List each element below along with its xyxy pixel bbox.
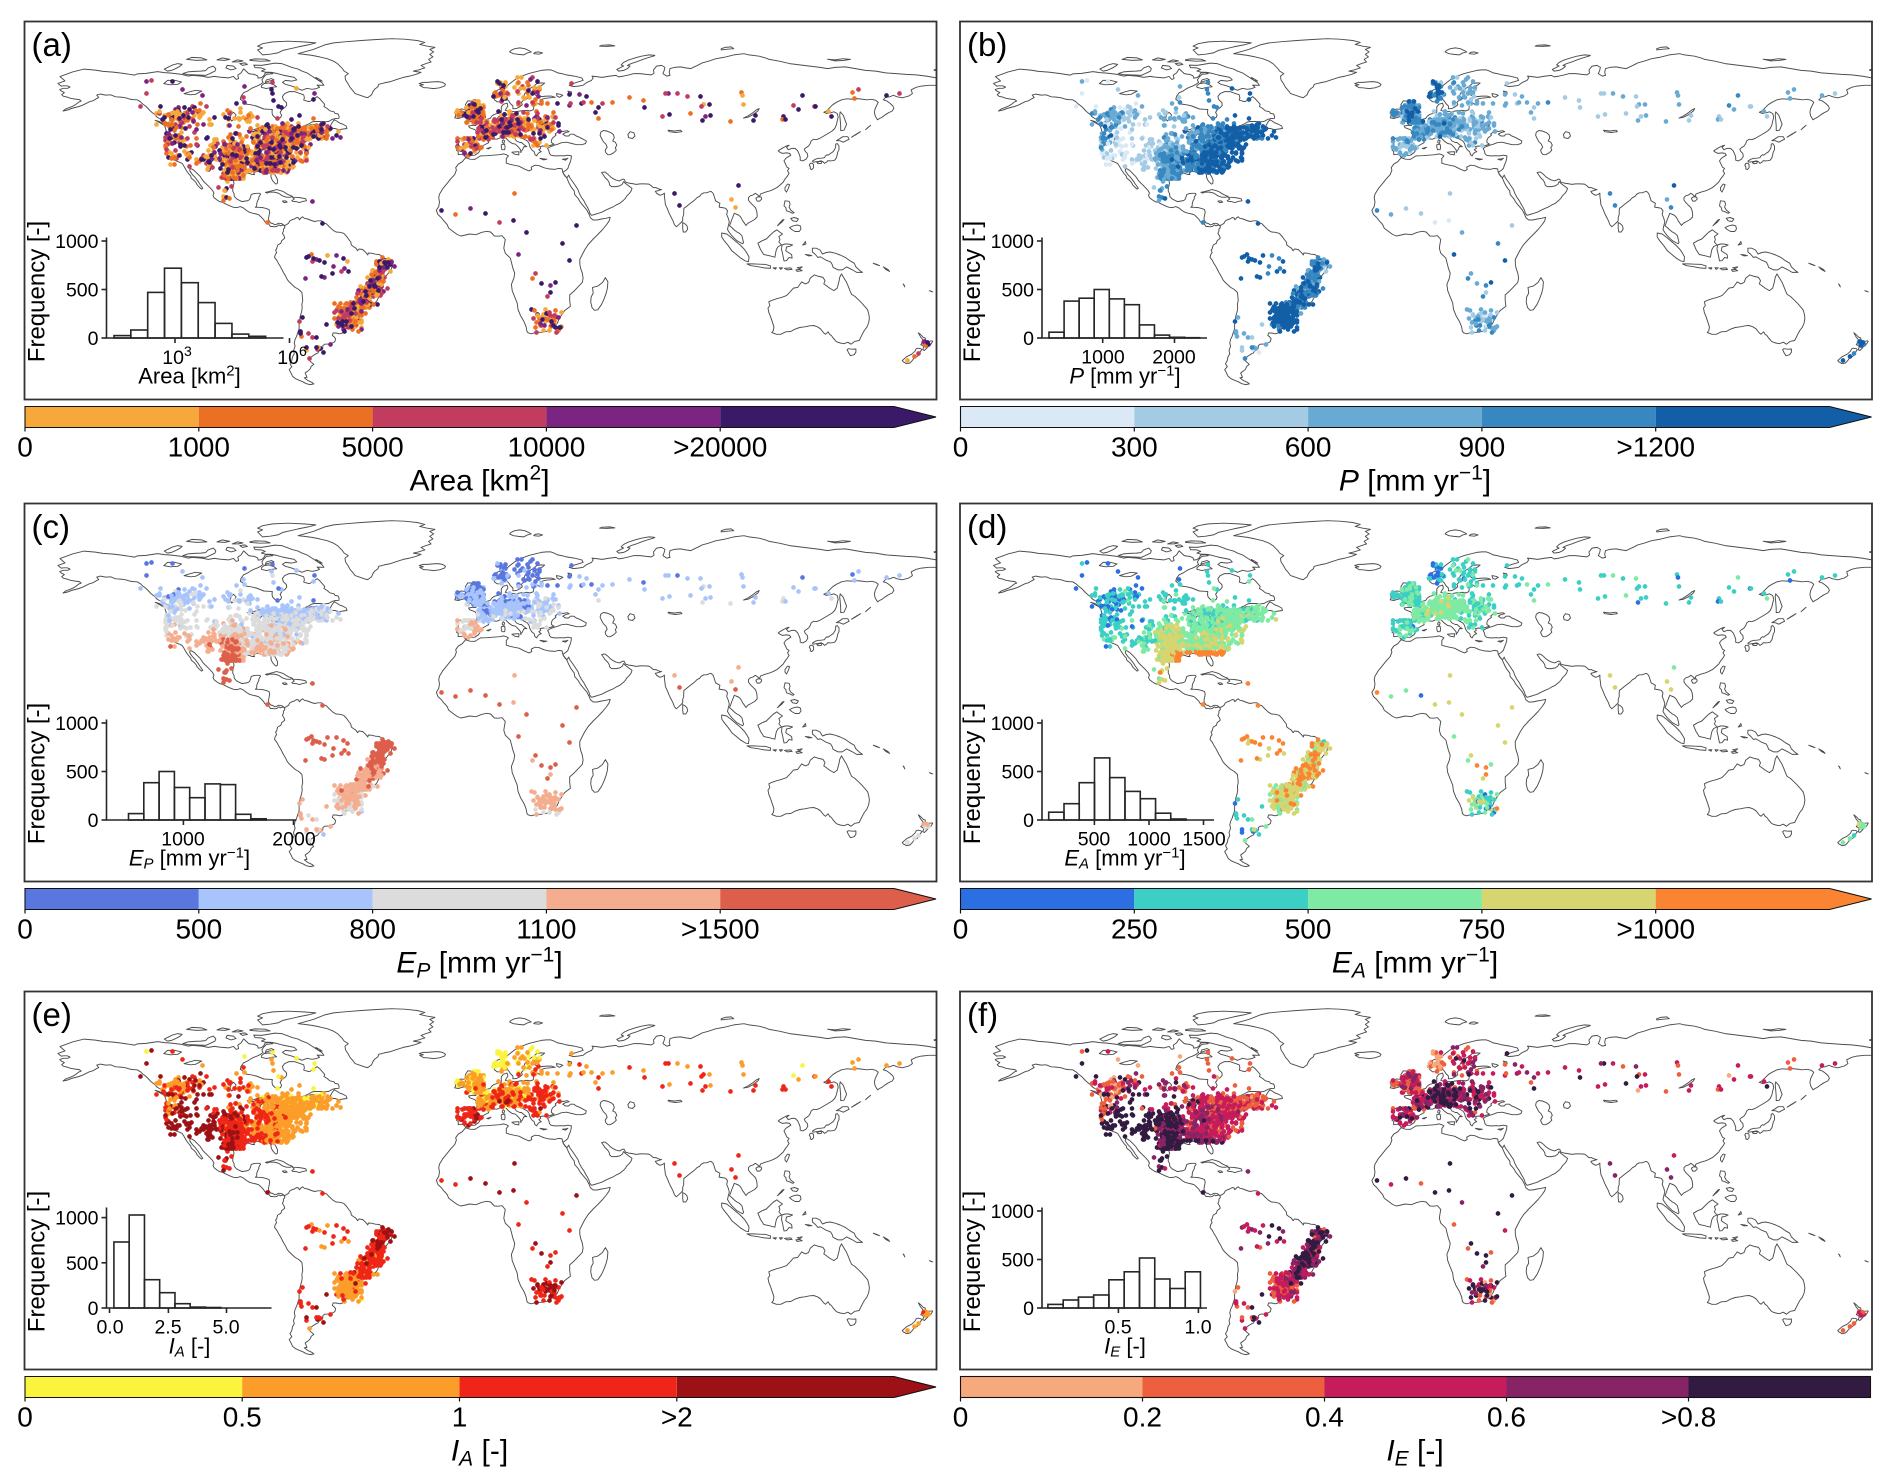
svg-text:(a): (a) [32, 26, 72, 63]
svg-text:10000: 10000 [507, 432, 585, 463]
svg-text:(e): (e) [32, 996, 72, 1033]
svg-text:0: 0 [1023, 810, 1034, 832]
svg-text:1000: 1000 [55, 231, 99, 253]
svg-text:>1500: >1500 [681, 914, 760, 945]
svg-text:500: 500 [1001, 762, 1034, 784]
svg-text:Frequency [-]: Frequency [-] [24, 703, 51, 844]
svg-text:0: 0 [1023, 1298, 1034, 1320]
svg-text:1100: 1100 [516, 914, 576, 945]
svg-text:Frequency [-]: Frequency [-] [24, 1191, 51, 1332]
svg-text:Frequency [-]: Frequency [-] [959, 703, 986, 844]
svg-text:Frequency [-]: Frequency [-] [24, 221, 51, 362]
svg-text:500: 500 [1001, 1250, 1034, 1272]
svg-text:500: 500 [66, 280, 99, 302]
svg-text:0.2: 0.2 [1123, 1402, 1162, 1433]
svg-text:>0.8: >0.8 [1661, 1402, 1716, 1433]
svg-text:250: 250 [1111, 914, 1158, 945]
svg-text:0: 0 [953, 1402, 969, 1433]
svg-text:0.4: 0.4 [1305, 1402, 1344, 1433]
svg-text:0: 0 [17, 1402, 33, 1433]
svg-text:300: 300 [1111, 432, 1158, 463]
svg-text:5000: 5000 [341, 432, 403, 463]
svg-text:800: 800 [349, 914, 396, 945]
svg-text:2000: 2000 [272, 829, 316, 851]
svg-text:>2: >2 [661, 1402, 693, 1433]
svg-text:1000: 1000 [991, 1201, 1035, 1223]
svg-text:0.5: 0.5 [223, 1402, 262, 1433]
svg-text:500: 500 [1285, 914, 1332, 945]
svg-text:500: 500 [66, 1253, 99, 1275]
svg-text:5.0: 5.0 [212, 1317, 239, 1339]
svg-text:0: 0 [88, 810, 99, 832]
svg-text:0: 0 [17, 914, 33, 945]
svg-text:750: 750 [1459, 914, 1506, 945]
svg-text:>1000: >1000 [1616, 914, 1695, 945]
svg-text:(c): (c) [32, 508, 70, 545]
svg-text:500: 500 [175, 914, 222, 945]
svg-text:1000: 1000 [168, 432, 230, 463]
svg-text:0: 0 [953, 432, 969, 463]
svg-text:1000: 1000 [55, 713, 99, 735]
svg-text:0: 0 [17, 432, 33, 463]
svg-text:>1200: >1200 [1616, 432, 1695, 463]
svg-text:500: 500 [1001, 280, 1034, 302]
svg-text:600: 600 [1285, 432, 1332, 463]
svg-text:(b): (b) [967, 26, 1007, 63]
svg-text:900: 900 [1459, 432, 1506, 463]
svg-text:0.6: 0.6 [1487, 1402, 1526, 1433]
svg-text:(f): (f) [967, 996, 998, 1033]
svg-text:Frequency [-]: Frequency [-] [959, 221, 986, 362]
svg-text:500: 500 [66, 762, 99, 784]
svg-text:1000: 1000 [991, 713, 1035, 735]
svg-text:0: 0 [88, 328, 99, 350]
svg-text:1: 1 [452, 1402, 468, 1433]
svg-text:(d): (d) [967, 508, 1007, 545]
svg-text:1.0: 1.0 [1184, 1317, 1211, 1339]
svg-text:0: 0 [1023, 328, 1034, 350]
svg-text:1000: 1000 [55, 1208, 99, 1230]
svg-text:>20000: >20000 [673, 432, 767, 463]
svg-text:1000: 1000 [991, 231, 1035, 253]
svg-text:1500: 1500 [1182, 829, 1226, 851]
svg-text:Frequency [-]: Frequency [-] [959, 1191, 986, 1332]
svg-text:0: 0 [953, 914, 969, 945]
svg-text:0.0: 0.0 [96, 1317, 123, 1339]
svg-text:Area [km2]: Area [km2] [138, 363, 241, 389]
svg-text:Area [km2]: Area [km2] [409, 462, 549, 498]
